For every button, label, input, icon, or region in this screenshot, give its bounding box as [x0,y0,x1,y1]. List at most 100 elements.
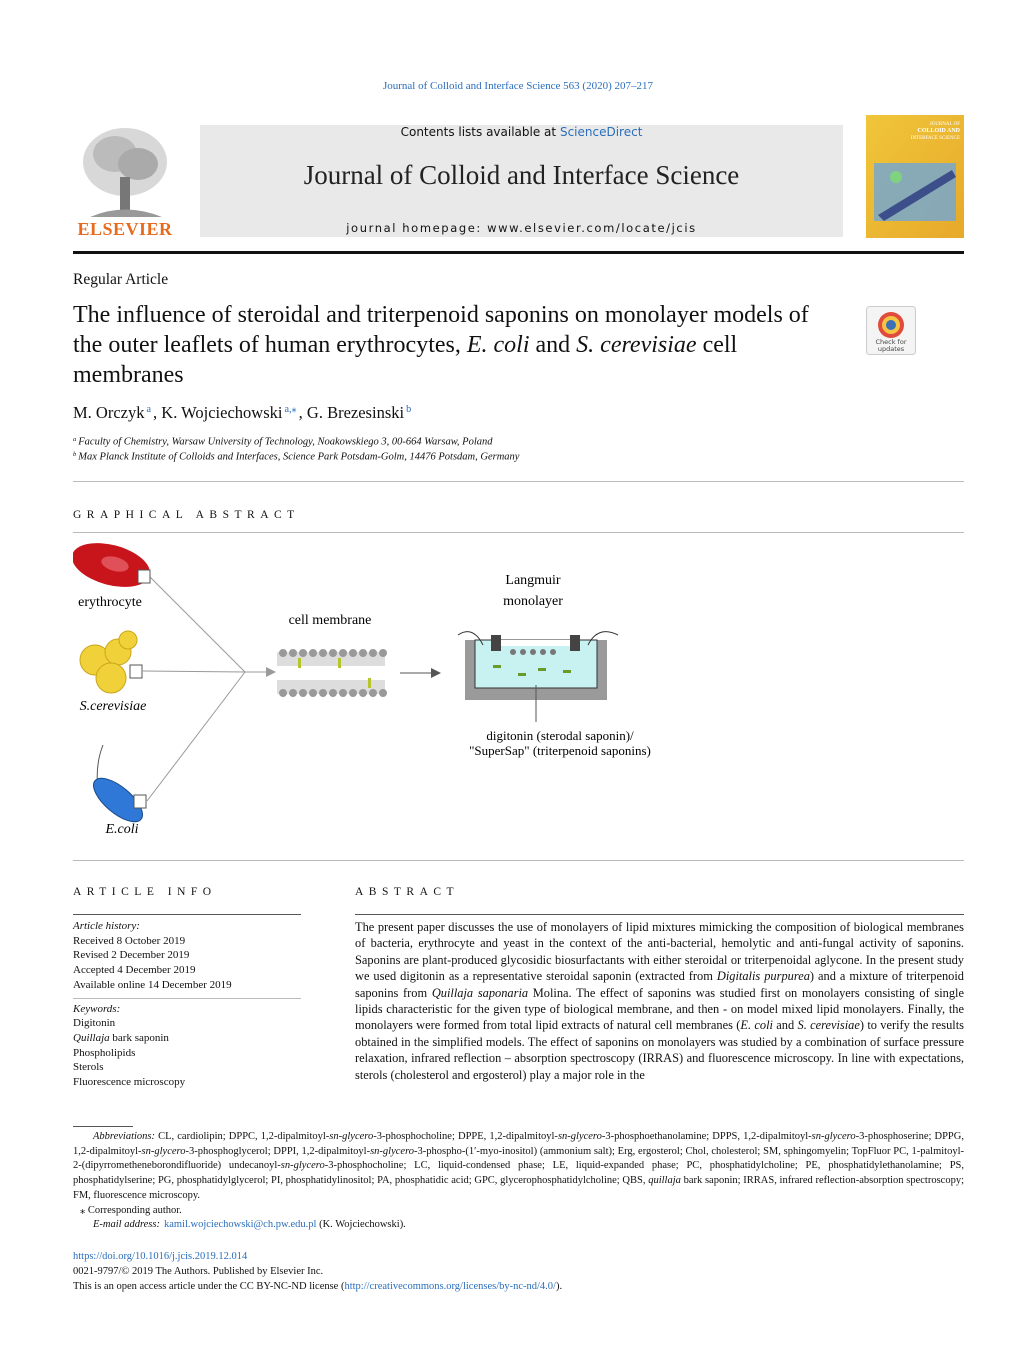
text-run: The influence of steroidal and triterpen… [73,302,809,358]
label: "SuperSap" (triterpenoid saponins) [469,743,651,758]
journal-title: Journal of Colloid and Interface Science [303,160,740,190]
email: E-mail address: kamil.wojciechowski@ch.pw… [93,1219,406,1230]
label: erythrocyte [78,595,142,610]
sup-run: b [406,404,412,416]
text-run: and [772,1018,798,1033]
journal-cover: JOURNAL OF COLLOID AND INTERFACE SCIENCE [866,115,964,238]
italic-run: sn-glycero [370,1145,415,1157]
sup-run: a [73,436,77,443]
divider [73,997,301,999]
section-heading: ABSTRACT [355,886,460,898]
abbreviations: Abbreviations: CL, cardiolipin; DPPC, 1,… [73,1130,964,1204]
text-run: -3-phosphocholine; LC, liquid-condensed … [73,1160,965,1187]
contents-text: Contents lists available at [400,125,557,139]
text-run: Max Planck Institute of Colloids and Int… [78,451,520,463]
doi[interactable]: https://doi.org/10.1016/j.jcis.2019.12.0… [73,1251,248,1262]
keywords-label: Keywords: [73,1002,121,1015]
article-info: Article history: Received 8 October 2019… [73,919,301,1090]
header-band [200,125,843,237]
text-run: ) to verify the results obtained in the … [355,1018,964,1082]
check-updates-badge[interactable]: Check for updates [866,306,916,355]
text-run: , G. Brezesinski [298,403,405,422]
sup-run: a,⁎ [284,404,297,416]
cover-title: INTERFACE SCIENCE [911,136,960,141]
link[interactable]: http://creativecommons.org/licenses/by-n… [344,1281,556,1292]
publisher-name: ELSEVIER [77,219,173,239]
text-run: -3-phosphoethanolamine; DPPS, 1,2-dipalm… [601,1131,812,1142]
keyword: Quillaja bark saponin [73,1031,301,1046]
history: Received 8 October 2019 Revised 2 Decembe… [73,934,301,993]
keyword: Sterols [73,1060,301,1075]
text-run: Faculty of Chemistry, Warsaw University … [78,436,493,448]
graphical-abstract: erythrocyte S.cerevisiae E.coli cell mem… [73,543,651,837]
badge-text: Check for [876,338,907,346]
history-label: Article history: [73,920,140,932]
text-run: cell membranes [73,332,738,388]
italic-run: Quillaja saponaria [431,985,529,1000]
text-run: Fluorescence microscopy [73,1076,186,1089]
section-heading: ARTICLE INFO [73,886,217,898]
sup-run: a [146,404,152,416]
text-run: Sterols [73,1061,104,1074]
italic-run: S. cerevisiae [797,1018,860,1033]
text-run: bark saponin; IRRAS, infrared reflection… [73,1175,964,1201]
text-run: ) and a mixture of triterpenoid saponins… [355,969,964,1000]
sup-run: b [73,451,77,458]
text-run: and [529,332,577,358]
keyword: Phospholipids [73,1046,301,1061]
text-run: ). [555,1281,563,1292]
header-rule [73,251,964,254]
label: digitonin (sterodal saponin)/ [486,728,634,743]
italic-run: sn-glycero [329,1131,374,1142]
publisher-logo: ELSEVIER [77,128,173,239]
text-run: M. Orczyk [73,403,145,422]
keywords: Digitonin Quillaja bark saponin Phospholip… [73,1016,301,1090]
footnote-rule [73,1126,133,1127]
keyword: Digitonin [73,1016,301,1031]
divider [73,914,301,915]
cover-title: JOURNAL OF [930,122,960,127]
label: monolayer [503,594,563,609]
abstract-text: The present paper discusses the use of m… [355,919,964,1100]
text-run: Molina. The effect of saponins was studi… [355,985,964,1033]
italic-run: Abbreviations: [93,1131,156,1142]
label: cell membrane [289,613,372,628]
cover-title: COLLOID AND [917,128,960,134]
italic-run: sn-glycero [811,1131,856,1142]
divider [355,914,964,915]
text-run: (K. Wojciechowski). [316,1219,406,1230]
italic-run: E. coli [740,1018,773,1033]
journal-homepage: journal homepage: www.elsevier.com/locat… [346,221,697,235]
badge-text: updates [878,345,905,353]
text-run: -3-phospho-(1′-myo-inositol) (ammonium s… [73,1145,964,1172]
history-entry: Available online 14 December 2019 [73,978,232,991]
affiliation: b Max Planck Institute of Colloids and In… [73,451,519,463]
text-run: The present paper discusses the use of m… [355,920,964,984]
label: Langmuir [505,573,561,588]
text-run: -3-phosphoserine; DPPG, 1,2-dipalmitoyl- [73,1131,964,1157]
sciencedirect-link[interactable]: ScienceDirect [559,125,643,139]
text-run: This is an open access article under the… [73,1281,345,1292]
label: S.cerevisiae [80,699,147,714]
corresponding-author: ⁎ Corresponding author. [80,1205,182,1216]
italic-run: sn-glycero [141,1145,186,1157]
label: E.coli [104,822,138,837]
text-run: -3-phosphoglycerol; DPPI, 1,2-dipalmitoy… [185,1145,371,1157]
text-run: Digitonin [73,1017,116,1030]
text-run: , K. Wojciechowski [153,403,283,422]
text-run: CL, cardiolipin; DPPC, 1,2-dipalmitoyl- [155,1131,330,1142]
article-type: Regular Article [73,271,169,288]
affiliation: a Faculty of Chemistry, Warsaw University… [73,436,493,448]
copyright: 0021-9797/© 2019 The Authors. Published … [73,1266,324,1277]
divider [73,532,964,533]
italic-run: Quillaja [73,1031,110,1044]
history-entry: Accepted 4 December 2019 [73,964,196,977]
section-heading: GRAPHICAL ABSTRACT [73,509,300,521]
journal-reference: Journal of Colloid and Interface Science… [382,80,654,92]
italic-run: E. coli [466,332,530,358]
text-run: -3-phosphocholine; DPPE, 1,2-dipalmitoyl… [373,1131,558,1142]
article-title: The influence of steroidal and triterpen… [73,300,818,390]
contents-line: Contents lists available at ScienceDirec… [200,125,843,139]
link[interactable]: kamil.wojciechowski@ch.pw.edu.pl [163,1219,317,1230]
